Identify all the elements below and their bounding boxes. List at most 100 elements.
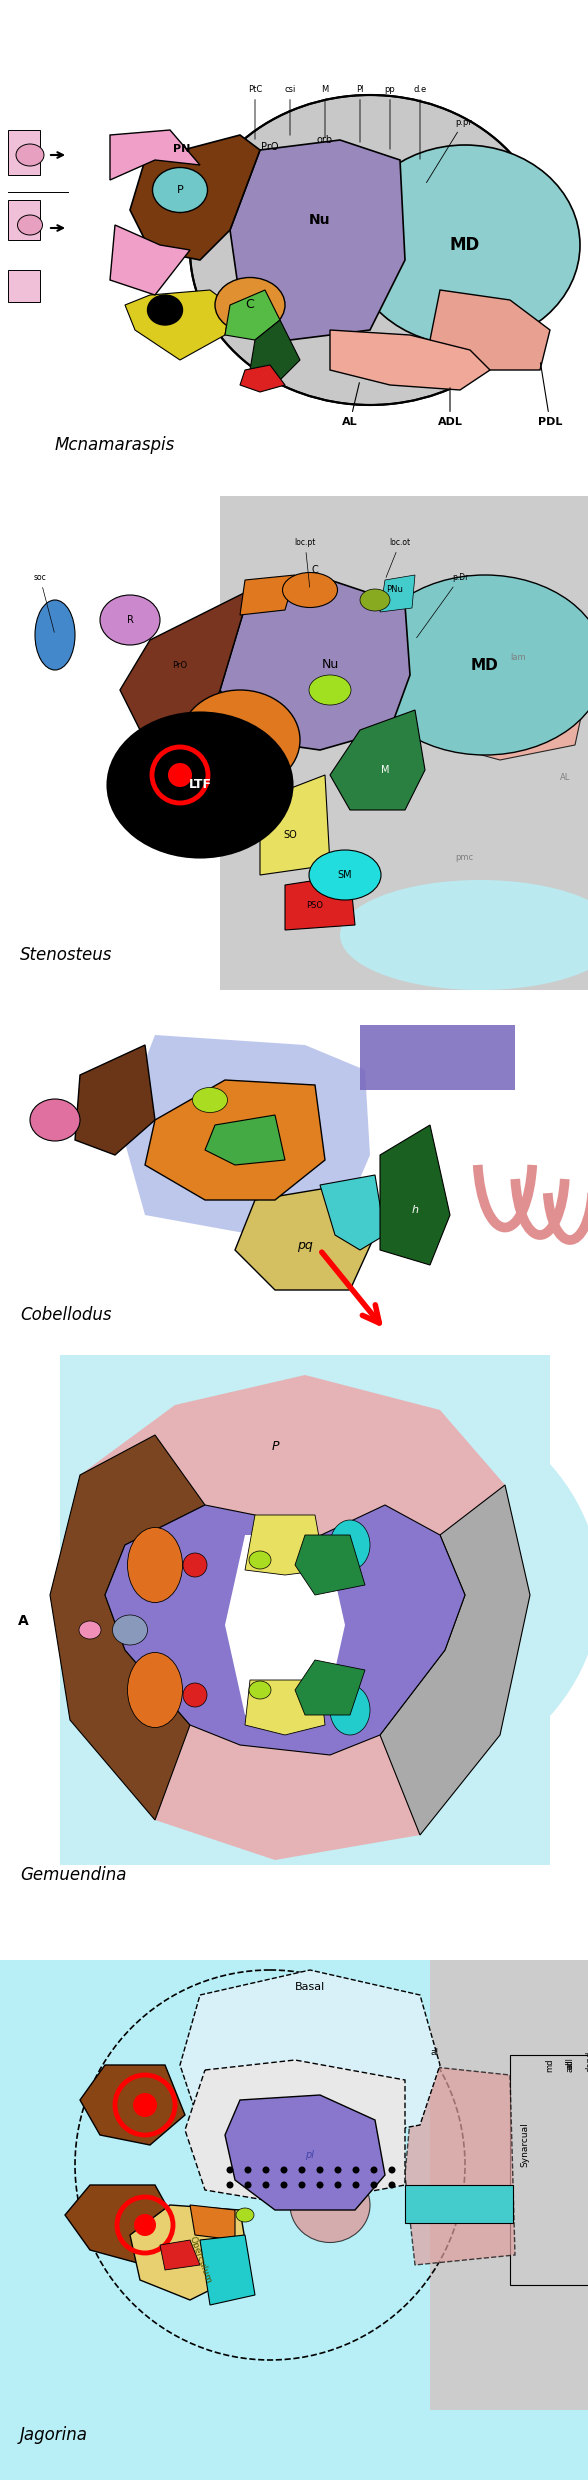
Circle shape <box>370 2168 377 2172</box>
Ellipse shape <box>350 144 580 345</box>
Bar <box>8 129 40 176</box>
Text: PtO: PtO <box>236 739 254 749</box>
Polygon shape <box>50 1374 530 1860</box>
Ellipse shape <box>30 1099 80 1141</box>
Polygon shape <box>145 1079 325 1200</box>
Polygon shape <box>120 590 250 739</box>
Text: M: M <box>322 84 329 136</box>
Text: loc.ot: loc.ot <box>386 538 410 578</box>
Ellipse shape <box>309 851 381 900</box>
Polygon shape <box>380 1126 450 1265</box>
Polygon shape <box>110 129 200 181</box>
Polygon shape <box>200 2234 255 2304</box>
Text: Cobellodus: Cobellodus <box>20 1307 112 1324</box>
Polygon shape <box>240 575 295 615</box>
Polygon shape <box>390 610 588 759</box>
Ellipse shape <box>290 2168 370 2242</box>
Bar <box>60 1354 550 1865</box>
Ellipse shape <box>148 295 182 325</box>
Ellipse shape <box>16 144 44 166</box>
Ellipse shape <box>18 216 42 236</box>
Circle shape <box>280 2182 288 2187</box>
Text: C: C <box>312 565 318 575</box>
Text: PSO: PSO <box>306 900 323 910</box>
Polygon shape <box>190 2205 235 2239</box>
Polygon shape <box>65 2185 180 2264</box>
Text: PNu: PNu <box>386 585 403 595</box>
Polygon shape <box>105 1505 465 1756</box>
Text: SO: SO <box>283 831 297 841</box>
Circle shape <box>262 2182 269 2187</box>
Polygon shape <box>130 134 260 260</box>
Ellipse shape <box>128 1528 182 1602</box>
Polygon shape <box>185 2061 405 2205</box>
Text: LTF: LTF <box>189 779 212 791</box>
Ellipse shape <box>360 590 390 610</box>
Text: p.Dr: p.Dr <box>417 573 468 637</box>
Polygon shape <box>245 1515 325 1575</box>
Polygon shape <box>250 320 300 379</box>
Ellipse shape <box>236 2207 254 2222</box>
Polygon shape <box>295 1659 365 1716</box>
Circle shape <box>262 2168 269 2172</box>
Polygon shape <box>295 1535 365 1595</box>
Text: pq: pq <box>297 1238 313 1252</box>
Circle shape <box>226 2168 233 2172</box>
Text: M: M <box>381 764 389 774</box>
Ellipse shape <box>180 689 300 791</box>
Polygon shape <box>110 226 190 295</box>
Text: Pl: Pl <box>356 84 364 141</box>
Circle shape <box>245 2182 252 2187</box>
Polygon shape <box>180 1969 440 2145</box>
Ellipse shape <box>108 712 292 858</box>
Text: P: P <box>176 186 183 196</box>
Ellipse shape <box>192 1089 228 1114</box>
Circle shape <box>352 2168 359 2172</box>
Text: SM: SM <box>338 870 352 880</box>
Circle shape <box>352 2182 359 2187</box>
Polygon shape <box>430 290 550 370</box>
Text: pl: pl <box>306 2150 315 2160</box>
Circle shape <box>316 2182 323 2187</box>
Polygon shape <box>245 1679 325 1736</box>
Bar <box>220 496 588 990</box>
Circle shape <box>335 2182 342 2187</box>
Text: csi: csi <box>285 84 296 136</box>
Text: PrO: PrO <box>261 141 279 151</box>
Text: Stenosteus: Stenosteus <box>20 945 112 965</box>
Ellipse shape <box>128 1652 182 1729</box>
Polygon shape <box>260 774 330 875</box>
Ellipse shape <box>100 595 160 645</box>
Polygon shape <box>405 2066 515 2264</box>
Text: loc.pt: loc.pt <box>295 538 316 588</box>
Ellipse shape <box>152 169 208 213</box>
Polygon shape <box>240 365 285 392</box>
Bar <box>8 201 40 241</box>
Ellipse shape <box>190 94 550 404</box>
Text: Jagorina: Jagorina <box>20 2425 88 2443</box>
Circle shape <box>245 2168 252 2172</box>
Text: R: R <box>126 615 133 625</box>
Text: lam: lam <box>510 652 526 662</box>
Polygon shape <box>80 2066 185 2145</box>
Circle shape <box>299 2168 306 2172</box>
Circle shape <box>299 2182 306 2187</box>
Text: ADL: ADL <box>437 387 462 427</box>
Text: Operculum: Operculum <box>187 2234 213 2284</box>
Text: p.pr: p.pr <box>426 119 472 184</box>
Polygon shape <box>120 1034 370 1235</box>
Text: pp: pp <box>385 84 395 149</box>
Circle shape <box>280 2168 288 2172</box>
Circle shape <box>370 2182 377 2187</box>
Ellipse shape <box>330 1684 370 1736</box>
Circle shape <box>389 2182 396 2187</box>
Text: pmc: pmc <box>455 853 473 863</box>
Text: Synarcual: Synarcual <box>520 2123 529 2168</box>
Polygon shape <box>220 580 410 749</box>
Text: h: h <box>412 1205 419 1215</box>
Polygon shape <box>125 290 230 360</box>
Polygon shape <box>205 1116 285 1166</box>
Text: PN: PN <box>173 144 190 154</box>
Circle shape <box>335 2168 342 2172</box>
Circle shape <box>168 764 192 786</box>
